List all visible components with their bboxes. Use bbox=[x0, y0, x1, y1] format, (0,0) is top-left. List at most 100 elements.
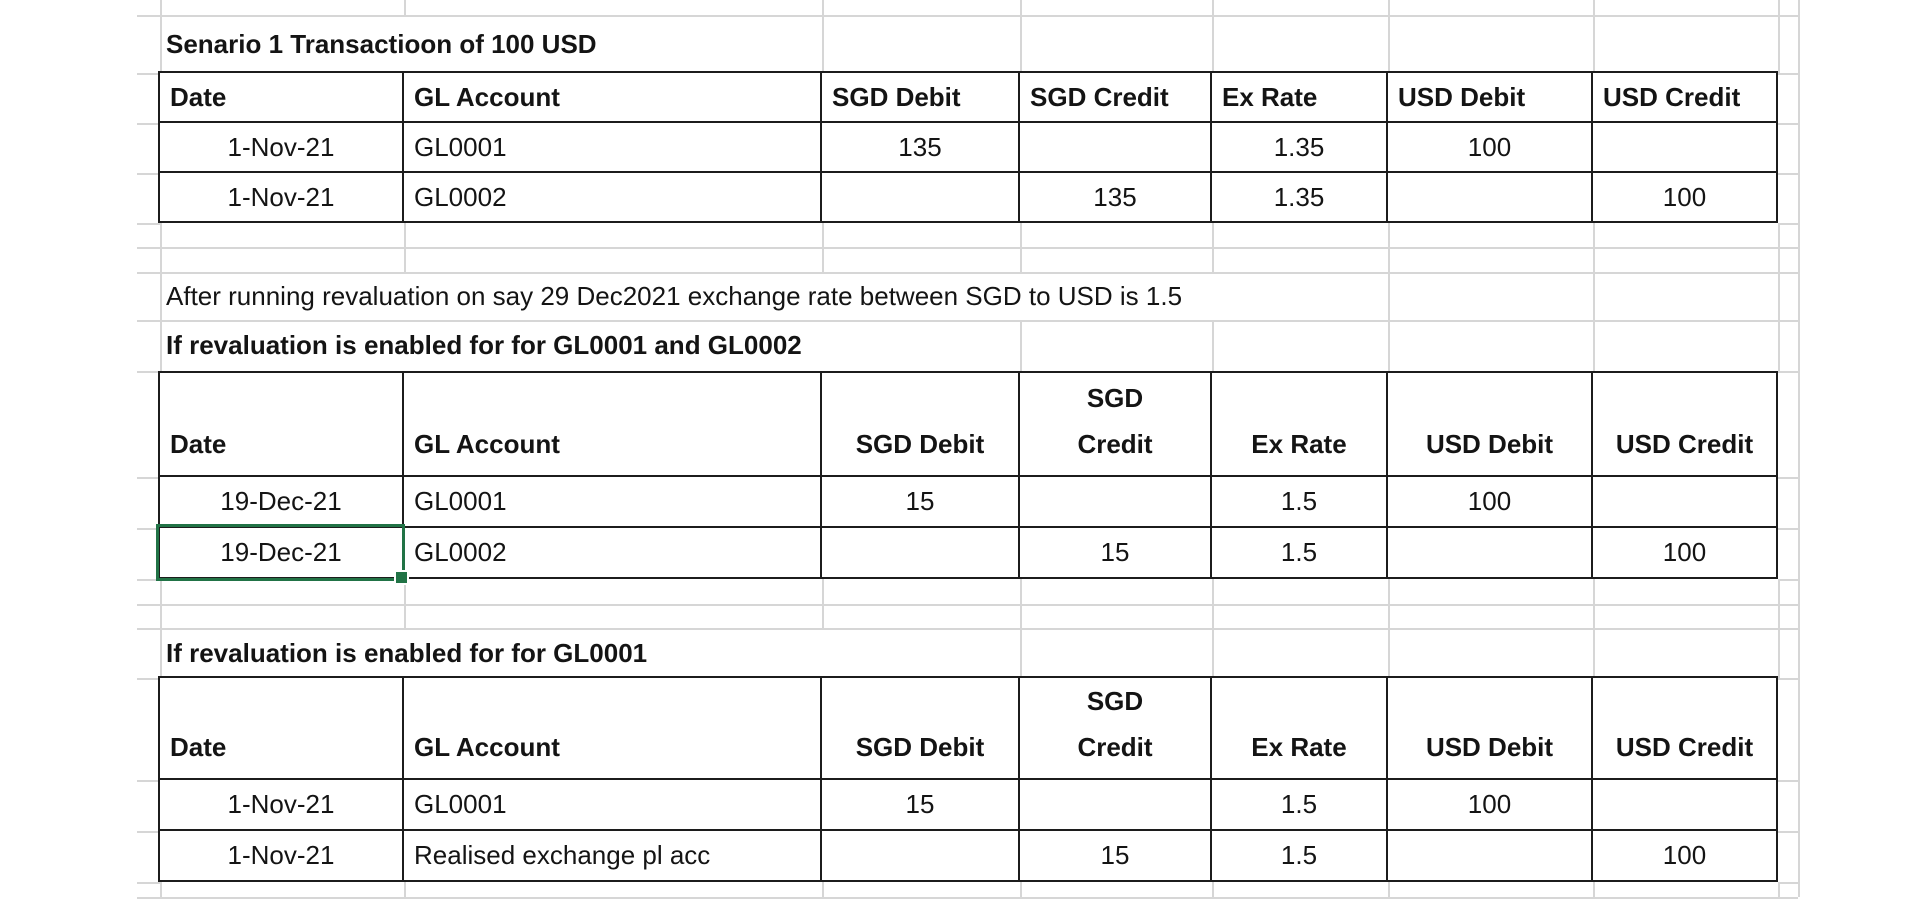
gridline bbox=[822, 882, 824, 897]
cell-usd-credit[interactable] bbox=[1591, 121, 1778, 173]
gridline bbox=[137, 882, 160, 884]
cell-usd-debit[interactable] bbox=[1386, 829, 1593, 882]
revaluation-note-cell[interactable]: After running revaluation on say 29 Dec2… bbox=[166, 280, 1183, 311]
gridline bbox=[1778, 223, 1780, 371]
cell-gl-account[interactable]: GL0002 bbox=[402, 171, 822, 223]
gridline bbox=[1778, 579, 1780, 678]
cell-sgd-credit[interactable]: 135 bbox=[1018, 171, 1212, 223]
col-header-usd-credit[interactable]: USD Credit bbox=[1591, 371, 1778, 477]
gridline bbox=[160, 223, 162, 373]
gridline bbox=[137, 780, 160, 782]
gridline bbox=[1778, 477, 1798, 479]
cell-gl-account[interactable]: GL0002 bbox=[402, 526, 822, 579]
transactions-table: Date GL Account SGD Debit SGD Credit Ex … bbox=[158, 71, 1778, 223]
cell-gl-account[interactable]: GL0001 bbox=[402, 475, 822, 528]
cell-usd-debit[interactable]: 100 bbox=[1386, 121, 1593, 173]
col-header-date[interactable]: Date bbox=[158, 71, 404, 123]
cell-usd-debit[interactable]: 100 bbox=[1386, 778, 1593, 831]
col-header-ex-rate[interactable]: Ex Rate bbox=[1210, 71, 1388, 123]
cell-ex-rate[interactable]: 1.5 bbox=[1210, 526, 1388, 579]
cell-sgd-debit[interactable]: 15 bbox=[820, 475, 1020, 528]
cell-usd-credit[interactable] bbox=[1591, 475, 1778, 528]
gridline bbox=[160, 0, 162, 73]
cell-sgd-credit[interactable] bbox=[1018, 778, 1212, 831]
col-header-ex-rate[interactable]: Ex Rate bbox=[1210, 371, 1388, 477]
cell-usd-credit[interactable]: 100 bbox=[1591, 171, 1778, 223]
section2-title-cell[interactable]: If revaluation is enabled for for GL0001… bbox=[166, 330, 802, 360]
col-header-gl-account[interactable]: GL Account bbox=[402, 676, 822, 780]
cell-usd-credit[interactable]: 100 bbox=[1591, 829, 1778, 882]
col-header-date[interactable]: Date bbox=[158, 371, 404, 477]
gridline bbox=[1778, 780, 1798, 782]
cell-date[interactable]: 1-Nov-21 bbox=[158, 829, 404, 882]
cell-sgd-credit[interactable]: 15 bbox=[1018, 829, 1212, 882]
cell-sgd-debit[interactable] bbox=[820, 829, 1020, 882]
section1-title-cell[interactable]: Senario 1 Transactioon of 100 USD bbox=[166, 28, 597, 59]
col-header-sgd-credit[interactable]: SGD Credit bbox=[1018, 371, 1212, 477]
table-header-row: Date GL Account SGD Debit SGD Credit Ex … bbox=[158, 371, 1778, 477]
table-header-row: Date GL Account SGD Debit SGD Credit Ex … bbox=[158, 676, 1778, 780]
cell-sgd-debit[interactable]: 135 bbox=[820, 121, 1020, 173]
col-header-sgd-credit[interactable]: SGD Credit bbox=[1018, 71, 1212, 123]
section3-title-cell[interactable]: If revaluation is enabled for for GL0001 bbox=[166, 637, 648, 668]
gridline bbox=[137, 477, 160, 479]
cell-sgd-debit[interactable] bbox=[820, 171, 1020, 223]
col-header-gl-account[interactable]: GL Account bbox=[402, 71, 822, 123]
table-row: 1-Nov-21 GL0001 15 1.5 100 bbox=[158, 778, 1778, 831]
col-header-date[interactable]: Date bbox=[158, 676, 404, 780]
col-header-sgd-debit[interactable]: SGD Debit bbox=[820, 676, 1020, 780]
cell-ex-rate[interactable]: 1.35 bbox=[1210, 171, 1388, 223]
cell-usd-debit[interactable] bbox=[1386, 526, 1593, 579]
cell-ex-rate[interactable]: 1.35 bbox=[1210, 121, 1388, 173]
gridline bbox=[404, 0, 406, 15]
cell-date[interactable]: 1-Nov-21 bbox=[158, 778, 404, 831]
cell-sgd-credit[interactable]: 15 bbox=[1018, 526, 1212, 579]
gridline bbox=[1778, 882, 1780, 897]
col-header-sgd-debit[interactable]: SGD Debit bbox=[820, 71, 1020, 123]
gridline bbox=[160, 579, 162, 678]
table-header-row: Date GL Account SGD Debit SGD Credit Ex … bbox=[158, 71, 1778, 123]
gridline bbox=[1778, 223, 1798, 225]
cell-ex-rate[interactable]: 1.5 bbox=[1210, 475, 1388, 528]
gridline bbox=[1212, 0, 1214, 73]
cell-gl-account[interactable]: Realised exchange pl acc bbox=[402, 829, 822, 882]
col-header-usd-debit[interactable]: USD Debit bbox=[1386, 71, 1593, 123]
gridline bbox=[1212, 320, 1214, 371]
cell-gl-account[interactable]: GL0001 bbox=[402, 778, 822, 831]
cell-usd-debit[interactable]: 100 bbox=[1386, 475, 1593, 528]
col-header-sgd-credit[interactable]: SGD Credit bbox=[1018, 676, 1212, 780]
gridline bbox=[1778, 579, 1798, 581]
col-header-usd-debit[interactable]: USD Debit bbox=[1386, 676, 1593, 780]
col-header-gl-account[interactable]: GL Account bbox=[402, 371, 822, 477]
cell-date-selected[interactable]: 19-Dec-21 bbox=[158, 526, 404, 579]
gridline bbox=[1212, 579, 1214, 678]
cell-date[interactable]: 1-Nov-21 bbox=[158, 171, 404, 223]
cell-date[interactable]: 19-Dec-21 bbox=[158, 475, 404, 528]
gridline bbox=[1778, 0, 1780, 73]
gridline bbox=[137, 272, 1798, 274]
cell-ex-rate[interactable]: 1.5 bbox=[1210, 829, 1388, 882]
gridline bbox=[137, 15, 1798, 17]
gridline bbox=[1778, 173, 1798, 175]
col-header-usd-credit[interactable]: USD Credit bbox=[1591, 71, 1778, 123]
gridline bbox=[137, 371, 160, 373]
cell-gl-account[interactable]: GL0001 bbox=[402, 121, 822, 173]
col-header-sgd-debit[interactable]: SGD Debit bbox=[820, 371, 1020, 477]
cell-ex-rate[interactable]: 1.5 bbox=[1210, 778, 1388, 831]
cell-sgd-credit[interactable] bbox=[1018, 475, 1212, 528]
cell-sgd-credit[interactable] bbox=[1018, 121, 1212, 173]
col-header-usd-credit[interactable]: USD Credit bbox=[1591, 676, 1778, 780]
gridline bbox=[137, 173, 160, 175]
col-header-ex-rate[interactable]: Ex Rate bbox=[1210, 676, 1388, 780]
cell-date[interactable]: 1-Nov-21 bbox=[158, 121, 404, 173]
gridline bbox=[137, 123, 160, 125]
cell-sgd-debit[interactable]: 15 bbox=[820, 778, 1020, 831]
cell-usd-debit[interactable] bbox=[1386, 171, 1593, 223]
gridline bbox=[137, 604, 1798, 606]
cell-usd-credit[interactable]: 100 bbox=[1591, 526, 1778, 579]
revaluation-both-table: Date GL Account SGD Debit SGD Credit Ex … bbox=[158, 371, 1778, 579]
cell-usd-credit[interactable] bbox=[1591, 778, 1778, 831]
cell-sgd-debit[interactable] bbox=[820, 526, 1020, 579]
gridline bbox=[1020, 0, 1022, 73]
col-header-usd-debit[interactable]: USD Debit bbox=[1386, 371, 1593, 477]
